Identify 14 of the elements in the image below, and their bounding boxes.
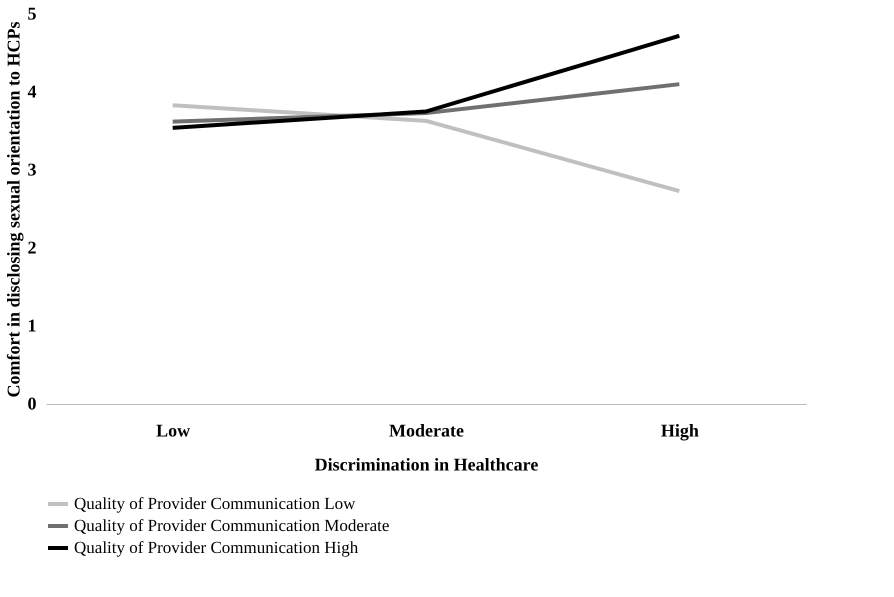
y-tick-label: 1 [28,316,36,336]
legend-label: Quality of Provider Communication High [74,538,359,557]
y-tick-label: 2 [28,238,36,258]
y-tick-label: 5 [28,4,36,24]
x-tick-label: Moderate [389,420,464,440]
y-tick-label: 0 [28,394,36,414]
y-tick-label: 3 [28,160,36,180]
y-axis-title: Comfort in disclosing sexual orientation to HCPs [4,22,24,398]
x-axis-title: Discrimination in Healthcare [314,454,538,474]
x-tick-label: Low [156,420,190,440]
legend-label: Quality of Provider Communication Low [74,494,356,513]
x-tick-label: High [660,420,699,440]
legend-label: Quality of Provider Communication Moderate [74,516,390,535]
y-tick-label: 4 [28,82,36,102]
